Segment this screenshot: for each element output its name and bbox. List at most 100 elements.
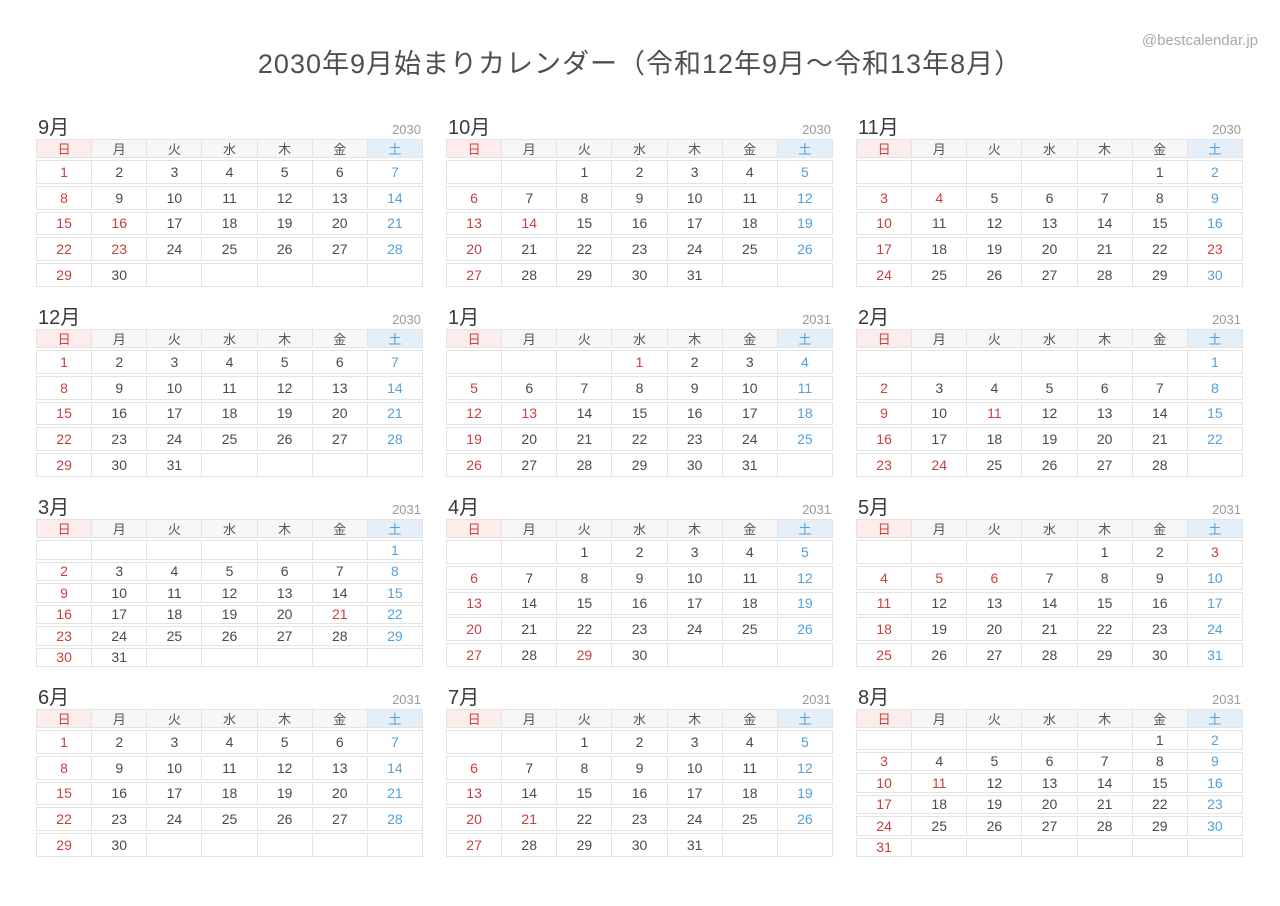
date-cell: 31 — [92, 647, 148, 667]
weekday-header-sat: 土 — [367, 709, 423, 728]
empty-cell — [777, 453, 833, 477]
month-block: 12月 2030 日月火水木金土 1 2 3 4 5 6 7 8 9 10 11 12 13 14 15 16 17 1… — [36, 301, 423, 477]
date-cell: 23 — [612, 617, 668, 642]
weekday-header-fri: 金 — [722, 519, 778, 538]
week-row: 13 14 15 16 17 18 19 — [446, 591, 833, 616]
date-cell: 13 — [1022, 211, 1078, 236]
date-cell: 11 — [202, 375, 258, 400]
weekday-header-thu: 木 — [1077, 519, 1133, 538]
date-cell: 24 — [722, 427, 778, 452]
date-cell: 31 — [1187, 643, 1243, 667]
weekday-header-fri: 金 — [312, 139, 368, 158]
empty-cell — [722, 263, 778, 287]
empty-cell — [856, 350, 913, 374]
date-cell: 20 — [446, 617, 503, 642]
date-cell: 30 — [612, 643, 668, 667]
date-cell: 28 — [367, 427, 423, 452]
weekday-header-tue: 火 — [147, 329, 203, 348]
week-row: 5 6 7 8 9 10 11 — [446, 375, 833, 400]
date-cell: 14 — [557, 401, 613, 426]
date-cell: 29 — [1132, 816, 1188, 836]
empty-cell — [502, 730, 558, 754]
month-name: 1月 — [448, 307, 480, 329]
weekday-header-row: 日月火水木金土 — [856, 329, 1243, 348]
weekday-header-wed: 水 — [1022, 709, 1078, 728]
date-cell: 27 — [1077, 453, 1133, 477]
date-cell: 26 — [967, 263, 1023, 287]
month-name: 7月 — [448, 687, 480, 709]
date-cell: 29 — [36, 833, 93, 857]
empty-cell — [1077, 350, 1133, 374]
date-cell: 25 — [722, 617, 778, 642]
empty-cell — [502, 540, 558, 564]
date-cell: 1 — [36, 160, 93, 184]
date-cell: 3 — [147, 350, 203, 374]
empty-cell — [912, 160, 968, 184]
weekday-header-sun: 日 — [36, 709, 93, 728]
date-cell: 6 — [446, 755, 503, 780]
date-cell: 16 — [612, 591, 668, 616]
empty-cell — [202, 540, 258, 560]
empty-cell — [722, 643, 778, 667]
empty-cell — [967, 350, 1023, 374]
month-grid: 日月火水木金土 1 2 3 4 5 6 7 8 9 10 11 12 13 14 15 16 17 18 19 20 21… — [36, 519, 423, 667]
week-row: 22 23 24 25 26 27 28 — [36, 427, 423, 452]
week-row: 18 19 20 21 22 23 24 — [856, 617, 1243, 642]
weekday-header-thu: 木 — [257, 139, 313, 158]
week-row: 22 23 24 25 26 27 28 — [36, 237, 423, 262]
weekday-header-mon: 月 — [92, 139, 148, 158]
empty-cell — [202, 453, 258, 477]
month-name: 3月 — [38, 497, 70, 519]
empty-cell — [722, 833, 778, 857]
empty-cell — [912, 730, 968, 750]
month-header: 11月 2030 — [856, 111, 1243, 139]
date-cell: 9 — [667, 375, 723, 400]
date-cell: 13 — [502, 401, 558, 426]
weekday-header-wed: 水 — [612, 139, 668, 158]
date-cell: 11 — [777, 375, 833, 400]
weekday-header-tue: 火 — [557, 519, 613, 538]
weekday-header-row: 日月火水木金土 — [856, 709, 1243, 728]
date-cell: 19 — [912, 617, 968, 642]
date-cell: 26 — [777, 237, 833, 262]
weekday-header-mon: 月 — [502, 519, 558, 538]
week-row: 15 16 17 18 19 20 21 — [36, 781, 423, 806]
date-cell: 31 — [856, 837, 913, 857]
date-cell: 18 — [912, 794, 968, 814]
month-year: 2030 — [392, 122, 421, 137]
weekday-header-fri: 金 — [722, 329, 778, 348]
weekday-header-row: 日月火水木金土 — [446, 139, 833, 158]
month-year: 2031 — [802, 502, 831, 517]
month-grid: 日月火水木金土 1 2 3 4 5 6 7 8 9 10 11 12 13 14 15 16 17 18 19 20 21… — [856, 139, 1243, 287]
date-cell: 12 — [967, 211, 1023, 236]
date-cell: 31 — [667, 263, 723, 287]
date-cell: 28 — [1077, 816, 1133, 836]
month-name: 12月 — [38, 307, 81, 329]
month-header: 4月 2031 — [446, 491, 833, 519]
date-cell: 25 — [202, 807, 258, 832]
weekday-header-wed: 水 — [612, 329, 668, 348]
date-cell: 25 — [777, 427, 833, 452]
date-cell: 9 — [92, 375, 148, 400]
date-cell: 7 — [502, 755, 558, 780]
date-cell: 18 — [202, 401, 258, 426]
date-cell: 18 — [912, 237, 968, 262]
month-year: 2030 — [802, 122, 831, 137]
date-cell: 4 — [147, 561, 203, 581]
date-cell: 2 — [1132, 540, 1188, 564]
weekday-header-sat: 土 — [1187, 329, 1243, 348]
date-cell: 26 — [257, 427, 313, 452]
date-cell: 2 — [92, 730, 148, 754]
date-cell: 1 — [1077, 540, 1133, 564]
date-cell: 10 — [147, 185, 203, 210]
date-cell: 25 — [722, 807, 778, 832]
date-cell: 16 — [92, 781, 148, 806]
empty-cell — [312, 453, 368, 477]
date-cell: 20 — [1022, 237, 1078, 262]
page-title: 2030年9月始まりカレンダー（令和12年9月〜令和13年8月） — [257, 49, 1023, 79]
week-row: 27 28 29 30 31 — [446, 263, 833, 287]
date-cell: 1 — [557, 730, 613, 754]
date-cell: 14 — [502, 591, 558, 616]
date-cell: 2 — [667, 350, 723, 374]
